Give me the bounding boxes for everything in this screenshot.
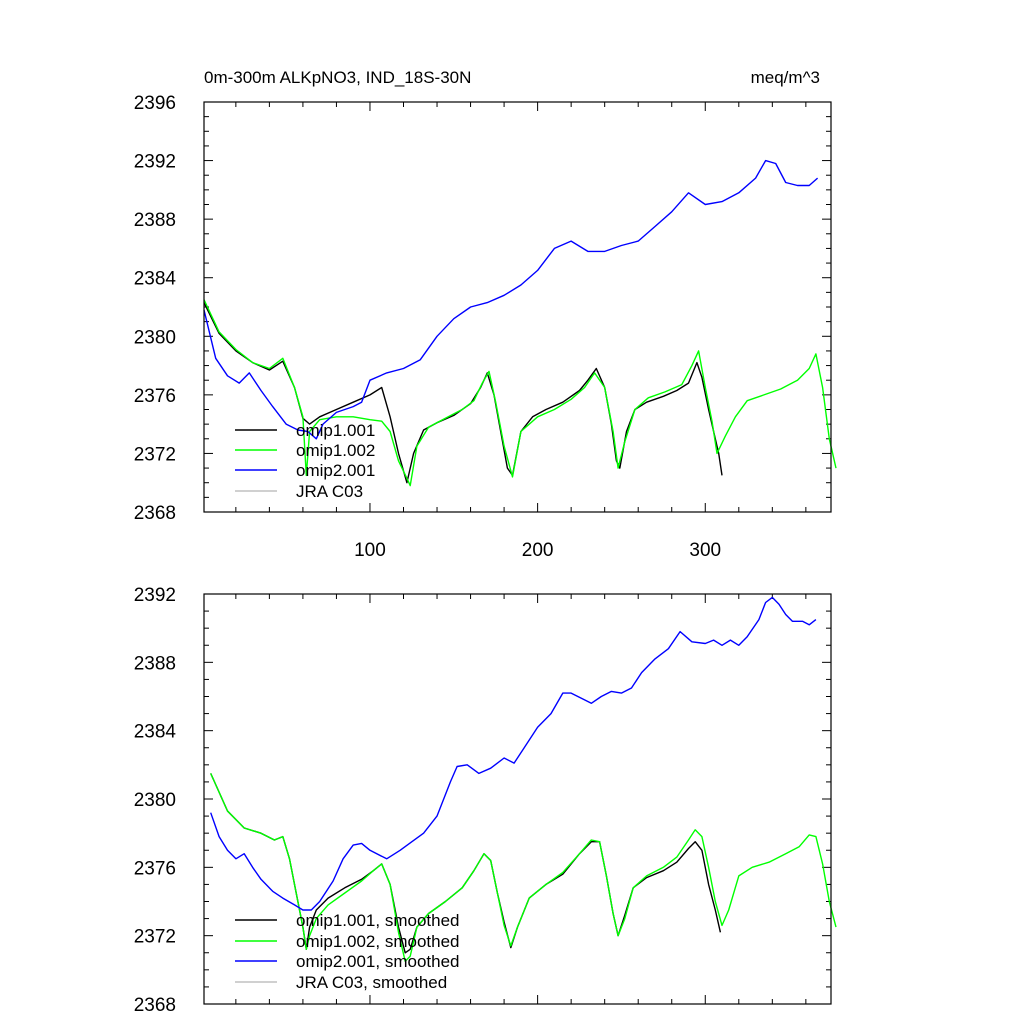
bottom-panel-series (210, 596, 837, 962)
legend-label-jra-c03: JRA C03 (296, 482, 363, 501)
y-tick-label: 2380 (134, 327, 176, 348)
legend-label-omip1-001-smoothed: omip1.001, smoothed (296, 911, 460, 930)
y-tick-label: 2368 (134, 503, 176, 524)
top-panel-units: meq/m^3 (751, 68, 820, 87)
bottom-panel-axes: 2368 2372 2376 2380 2384 2388 2392 (134, 585, 831, 1016)
y-tick-label: 2388 (134, 653, 176, 674)
y-tick-label: 2372 (134, 444, 176, 465)
x-tick-label: 300 (689, 540, 721, 561)
top-panel: 0m-300m ALKpNO3, IND_18S-30N meq/m^3 236… (134, 68, 837, 561)
y-tick-label: 2384 (134, 269, 177, 290)
legend-label-omip1-002: omip1.002 (296, 441, 375, 460)
x-tick-label: 200 (522, 540, 554, 561)
top-panel-series (203, 159, 837, 487)
bottom-panel: 2368 2372 2376 2380 2384 2388 2392 omip1.001, … (134, 585, 837, 1016)
y-tick-label: 2372 (134, 927, 176, 948)
legend-label-omip1-002-smoothed: omip1.002, smoothed (296, 932, 460, 951)
series-line-omip2-001-smoothed (210, 596, 817, 911)
series-line-omip1-002 (203, 299, 837, 487)
top-panel-axes: 2368 2372 2376 2380 2384 2388 2392 2396 100 200 30… (134, 93, 831, 561)
legend-label-omip2-001-smoothed: omip2.001, smoothed (296, 952, 460, 971)
y-tick-label: 2376 (134, 858, 176, 879)
top-panel-title: 0m-300m ALKpNO3, IND_18S-30N (204, 68, 471, 87)
legend-label-omip1-001: omip1.001 (296, 421, 375, 440)
x-tick-label: 100 (354, 540, 386, 561)
y-tick-label: 2388 (134, 210, 176, 231)
bottom-panel-frame (203, 593, 832, 1005)
y-tick-label: 2392 (134, 585, 176, 606)
y-tick-label: 2396 (134, 93, 176, 114)
y-tick-label: 2376 (134, 386, 176, 407)
legend-label-jra-c03-smoothed: JRA C03, smoothed (296, 973, 447, 992)
legend-label-omip2-001: omip2.001 (296, 461, 375, 480)
series-line-omip1-002-smoothed (210, 773, 837, 962)
y-tick-label: 2384 (134, 722, 177, 743)
y-tick-label: 2392 (134, 152, 176, 173)
top-panel-legend: omip1.001 omip1.002 omip2.001 JRA C03 (235, 421, 375, 501)
series-line-omip2-001 (203, 159, 819, 440)
top-panel-frame (203, 101, 832, 513)
bottom-panel-legend: omip1.001, smoothed omip1.002, smoothed … (235, 911, 460, 992)
y-tick-label: 2380 (134, 790, 176, 811)
y-tick-label: 2368 (134, 995, 176, 1016)
